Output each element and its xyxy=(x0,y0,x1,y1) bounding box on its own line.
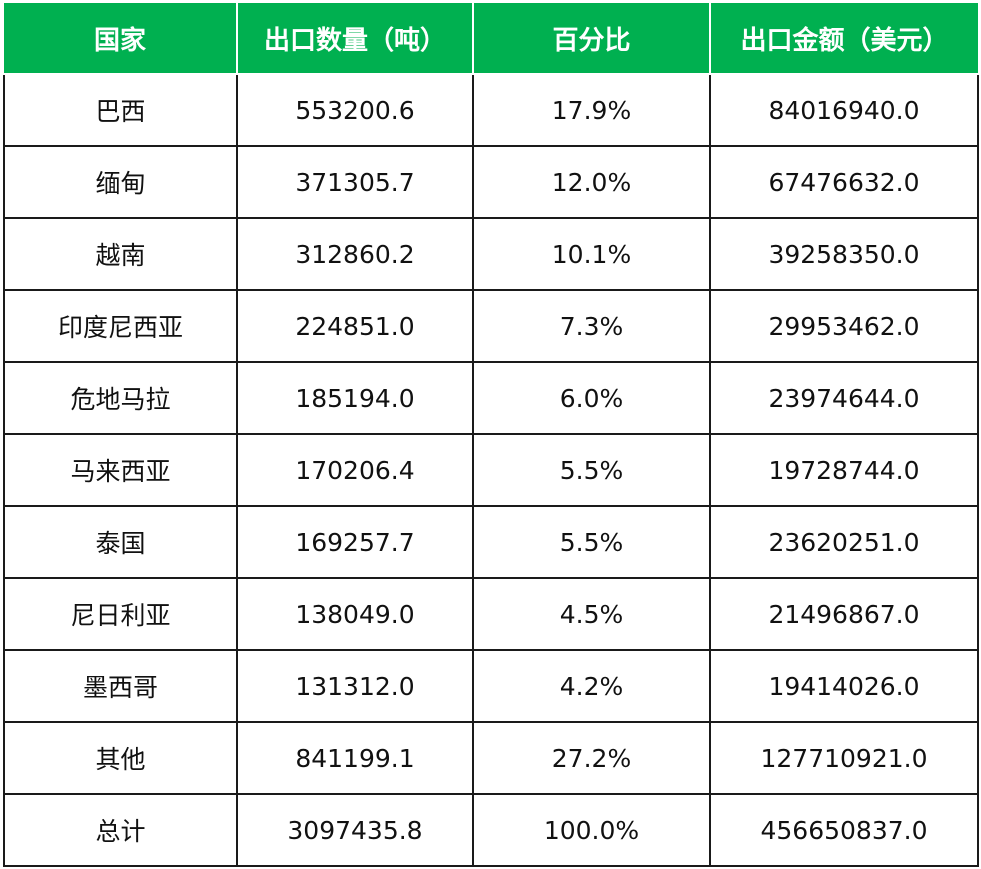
cell-percentage[interactable]: 10.1% xyxy=(472,217,711,291)
header-country[interactable]: 国家 xyxy=(4,3,238,75)
cell-export-quantity[interactable]: 131312.0 xyxy=(236,649,474,723)
cell-country[interactable]: 缅甸 xyxy=(3,145,238,219)
table-row: 危地马拉 185194.0 6.0% 23974644.0 xyxy=(3,361,979,435)
cell-export-amount[interactable]: 19728744.0 xyxy=(709,433,979,507)
table-row: 墨西哥 131312.0 4.2% 19414026.0 xyxy=(3,649,979,723)
cell-export-amount[interactable]: 39258350.0 xyxy=(709,217,979,291)
cell-percentage[interactable]: 5.5% xyxy=(472,433,711,507)
cell-export-quantity[interactable]: 3097435.8 xyxy=(236,793,474,867)
cell-country[interactable]: 尼日利亚 xyxy=(3,577,238,651)
cell-country[interactable]: 巴西 xyxy=(3,73,238,147)
cell-export-quantity[interactable]: 553200.6 xyxy=(236,73,474,147)
table-row-total: 总计 3097435.8 100.0% 456650837.0 xyxy=(3,793,979,867)
cell-percentage[interactable]: 4.2% xyxy=(472,649,711,723)
cell-export-amount[interactable]: 19414026.0 xyxy=(709,649,979,723)
cell-export-quantity[interactable]: 138049.0 xyxy=(236,577,474,651)
cell-percentage[interactable]: 6.0% xyxy=(472,361,711,435)
cell-percentage[interactable]: 4.5% xyxy=(472,577,711,651)
cell-percentage[interactable]: 100.0% xyxy=(472,793,711,867)
cell-country[interactable]: 泰国 xyxy=(3,505,238,579)
header-export-quantity[interactable]: 出口数量（吨） xyxy=(236,3,474,75)
cell-export-amount[interactable]: 84016940.0 xyxy=(709,73,979,147)
cell-export-quantity[interactable]: 312860.2 xyxy=(236,217,474,291)
cell-country[interactable]: 印度尼西亚 xyxy=(3,289,238,363)
cell-export-quantity[interactable]: 169257.7 xyxy=(236,505,474,579)
cell-country[interactable]: 墨西哥 xyxy=(3,649,238,723)
table-row: 马来西亚 170206.4 5.5% 19728744.0 xyxy=(3,433,979,507)
table-body: 巴西 553200.6 17.9% 84016940.0 缅甸 371305.7 12.0%… xyxy=(3,73,979,867)
table-row: 尼日利亚 138049.0 4.5% 21496867.0 xyxy=(3,577,979,651)
cell-country[interactable]: 总计 xyxy=(3,793,238,867)
table-row: 缅甸 371305.7 12.0% 67476632.0 xyxy=(3,145,979,219)
cell-export-quantity[interactable]: 371305.7 xyxy=(236,145,474,219)
cell-export-quantity[interactable]: 841199.1 xyxy=(236,721,474,795)
cell-export-amount[interactable]: 23974644.0 xyxy=(709,361,979,435)
cell-country[interactable]: 越南 xyxy=(3,217,238,291)
cell-percentage[interactable]: 5.5% xyxy=(472,505,711,579)
cell-percentage[interactable]: 17.9% xyxy=(472,73,711,147)
cell-country[interactable]: 其他 xyxy=(3,721,238,795)
cell-export-amount[interactable]: 67476632.0 xyxy=(709,145,979,219)
cell-percentage[interactable]: 7.3% xyxy=(472,289,711,363)
cell-export-amount[interactable]: 29953462.0 xyxy=(709,289,979,363)
cell-export-amount[interactable]: 456650837.0 xyxy=(709,793,979,867)
cell-export-quantity[interactable]: 170206.4 xyxy=(236,433,474,507)
table-header-row: 国家 出口数量（吨） 百分比 出口金额（美元） xyxy=(4,3,978,75)
cell-export-quantity[interactable]: 224851.0 xyxy=(236,289,474,363)
table-row: 印度尼西亚 224851.0 7.3% 29953462.0 xyxy=(3,289,979,363)
export-data-table: 国家 出口数量（吨） 百分比 出口金额（美元） 巴西 553200.6 17.9% 8… xyxy=(3,3,979,867)
cell-export-amount[interactable]: 21496867.0 xyxy=(709,577,979,651)
cell-export-amount[interactable]: 23620251.0 xyxy=(709,505,979,579)
header-percentage[interactable]: 百分比 xyxy=(472,3,711,75)
cell-country[interactable]: 危地马拉 xyxy=(3,361,238,435)
cell-export-quantity[interactable]: 185194.0 xyxy=(236,361,474,435)
table-row: 巴西 553200.6 17.9% 84016940.0 xyxy=(3,73,979,147)
header-export-amount[interactable]: 出口金额（美元） xyxy=(709,3,978,75)
cell-export-amount[interactable]: 127710921.0 xyxy=(709,721,979,795)
cell-percentage[interactable]: 27.2% xyxy=(472,721,711,795)
table-row: 越南 312860.2 10.1% 39258350.0 xyxy=(3,217,979,291)
table-row: 泰国 169257.7 5.5% 23620251.0 xyxy=(3,505,979,579)
cell-country[interactable]: 马来西亚 xyxy=(3,433,238,507)
table-row: 其他 841199.1 27.2% 127710921.0 xyxy=(3,721,979,795)
cell-percentage[interactable]: 12.0% xyxy=(472,145,711,219)
